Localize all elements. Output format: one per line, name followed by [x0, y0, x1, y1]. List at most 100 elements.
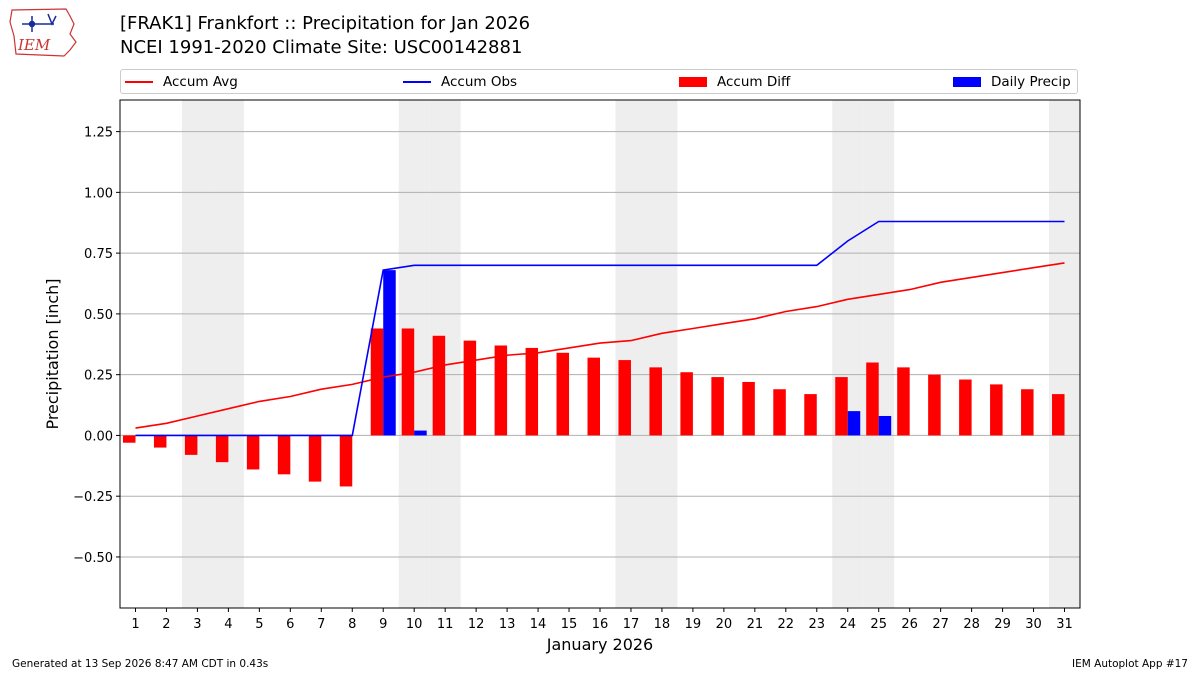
x-tick-label: 11: [437, 617, 454, 632]
x-tick-label: 15: [561, 617, 578, 632]
accum-diff-bar: [618, 360, 631, 436]
y-tick-label: 0.00: [84, 429, 113, 444]
x-tick-label: 3: [193, 617, 201, 632]
accum-diff-bar: [556, 352, 570, 436]
x-tick-label: 1: [131, 617, 139, 632]
accum-obs-line: [135, 220, 1065, 437]
x-tick-label: 22: [778, 617, 795, 632]
weekend-band: [863, 100, 895, 608]
app-note: IEM Autoplot App #17: [1072, 658, 1188, 670]
accum-diff-bar: [711, 377, 724, 436]
accum-diff-bar: [432, 335, 446, 436]
x-tick-label: 17: [623, 617, 640, 632]
accum-diff-bar: [1052, 394, 1065, 436]
accum-diff-bar: [184, 435, 198, 455]
accum-avg-line: [135, 262, 1065, 429]
accum-diff-bar: [835, 377, 848, 436]
legend-label-accum-avg: Accum Avg: [163, 73, 238, 90]
y-axis-label: Precipitation [inch]: [43, 278, 62, 429]
chart-title: [FRAK1] Frankfort :: Precipitation for J…: [120, 13, 531, 34]
weather-station-icon: [22, 13, 57, 32]
daily-precip-bar: [847, 411, 861, 436]
x-axis-label: January 2026: [546, 635, 653, 654]
accum-diff-bar: [246, 435, 260, 470]
x-tick-label: 29: [994, 617, 1011, 632]
x-tick-label: 19: [685, 617, 702, 632]
x-tick-label: 23: [809, 617, 826, 632]
legend-item-accum-avg: Accum Avg: [125, 70, 238, 93]
accum-diff-bar: [401, 328, 415, 436]
x-tick-label: 4: [224, 617, 232, 632]
x-tick-label: 25: [870, 617, 887, 632]
chart-subtitle: NCEI 1991-2020 Climate Site: USC00142881: [120, 37, 523, 58]
plot-frame: [119, 99, 1081, 609]
y-tick-label: 0.75: [84, 247, 113, 262]
legend-swatch-diff: [679, 76, 707, 87]
x-tick-label: 12: [468, 617, 485, 632]
accum-diff-bar: [742, 381, 755, 436]
accum-diff-bar: [680, 372, 693, 436]
accum-diff-bar: [122, 435, 136, 443]
logo-text: IEM: [17, 36, 51, 54]
legend-item-accum-obs: Accum Obs: [403, 70, 517, 93]
accum-diff-bar: [370, 328, 384, 436]
accum-diff-bar: [928, 374, 941, 436]
y-tick-label: −0.25: [73, 490, 113, 505]
x-tick-label: 26: [901, 617, 918, 632]
legend-item-accum-diff: Accum Diff: [679, 70, 790, 93]
weekend-band: [832, 100, 864, 608]
accum-diff-bar: [1021, 389, 1034, 436]
x-tick-label: 18: [654, 617, 671, 632]
accum-diff-bar: [153, 435, 167, 448]
accum-diff-bar: [587, 357, 600, 436]
accum-diff-bar: [804, 394, 817, 436]
accum-diff-bar: [339, 435, 353, 487]
x-tick-label: 31: [1056, 617, 1073, 632]
iowa-outline-icon: [9, 8, 77, 57]
legend-label-daily-precip: Daily Precip: [991, 73, 1071, 90]
x-tick-label: 28: [963, 617, 980, 632]
daily-precip-bar: [414, 430, 427, 436]
accum-diff-bar: [308, 435, 322, 482]
y-tick-label: 1.25: [84, 126, 113, 141]
x-tick-label: 5: [255, 617, 263, 632]
x-tick-label: 27: [932, 617, 949, 632]
accum-diff-bar: [773, 389, 786, 436]
accum-diff-bar: [215, 435, 229, 463]
x-tick-label: 16: [592, 617, 609, 632]
weekend-band: [615, 100, 647, 608]
x-tick-label: 6: [286, 617, 294, 632]
accum-diff-bar: [463, 340, 477, 436]
legend-swatch-avg: [125, 80, 153, 83]
x-tick-label: 24: [839, 617, 856, 632]
weekend-band: [181, 100, 213, 608]
iem-logo: IEM: [9, 8, 77, 57]
x-tick-label: 21: [747, 617, 764, 632]
x-tick-label: 13: [499, 617, 516, 632]
x-tick-label: 2: [162, 617, 170, 632]
legend: Accum Avg Accum Obs Accum Diff Daily Pre…: [120, 69, 1078, 94]
x-tick-label: 20: [716, 617, 733, 632]
legend-label-accum-diff: Accum Diff: [717, 73, 791, 90]
x-tick-label: 9: [379, 617, 387, 632]
x-tick-label: 14: [530, 617, 547, 632]
weekend-band: [646, 100, 678, 608]
daily-precip-bar: [383, 270, 396, 436]
accum-diff-bar: [649, 367, 662, 436]
y-tick-label: 0.25: [84, 369, 113, 384]
legend-label-accum-obs: Accum Obs: [441, 73, 518, 90]
daily-precip-bar: [878, 415, 892, 436]
generated-note: Generated at 13 Sep 2026 8:47 AM CDT in …: [12, 658, 269, 670]
x-tick-label: 30: [1025, 617, 1042, 632]
accum-diff-bar: [897, 367, 910, 436]
x-tick-label: 8: [348, 617, 356, 632]
y-tick-label: 0.50: [84, 308, 113, 323]
legend-swatch-obs: [403, 80, 431, 83]
weekend-band: [1049, 100, 1080, 608]
legend-swatch-daily: [953, 76, 981, 87]
accum-diff-bar: [494, 345, 508, 436]
x-tick-label: 10: [406, 617, 423, 632]
accum-diff-bar: [277, 435, 291, 475]
x-tick-label: 7: [317, 617, 325, 632]
accum-diff-bar: [959, 379, 972, 436]
